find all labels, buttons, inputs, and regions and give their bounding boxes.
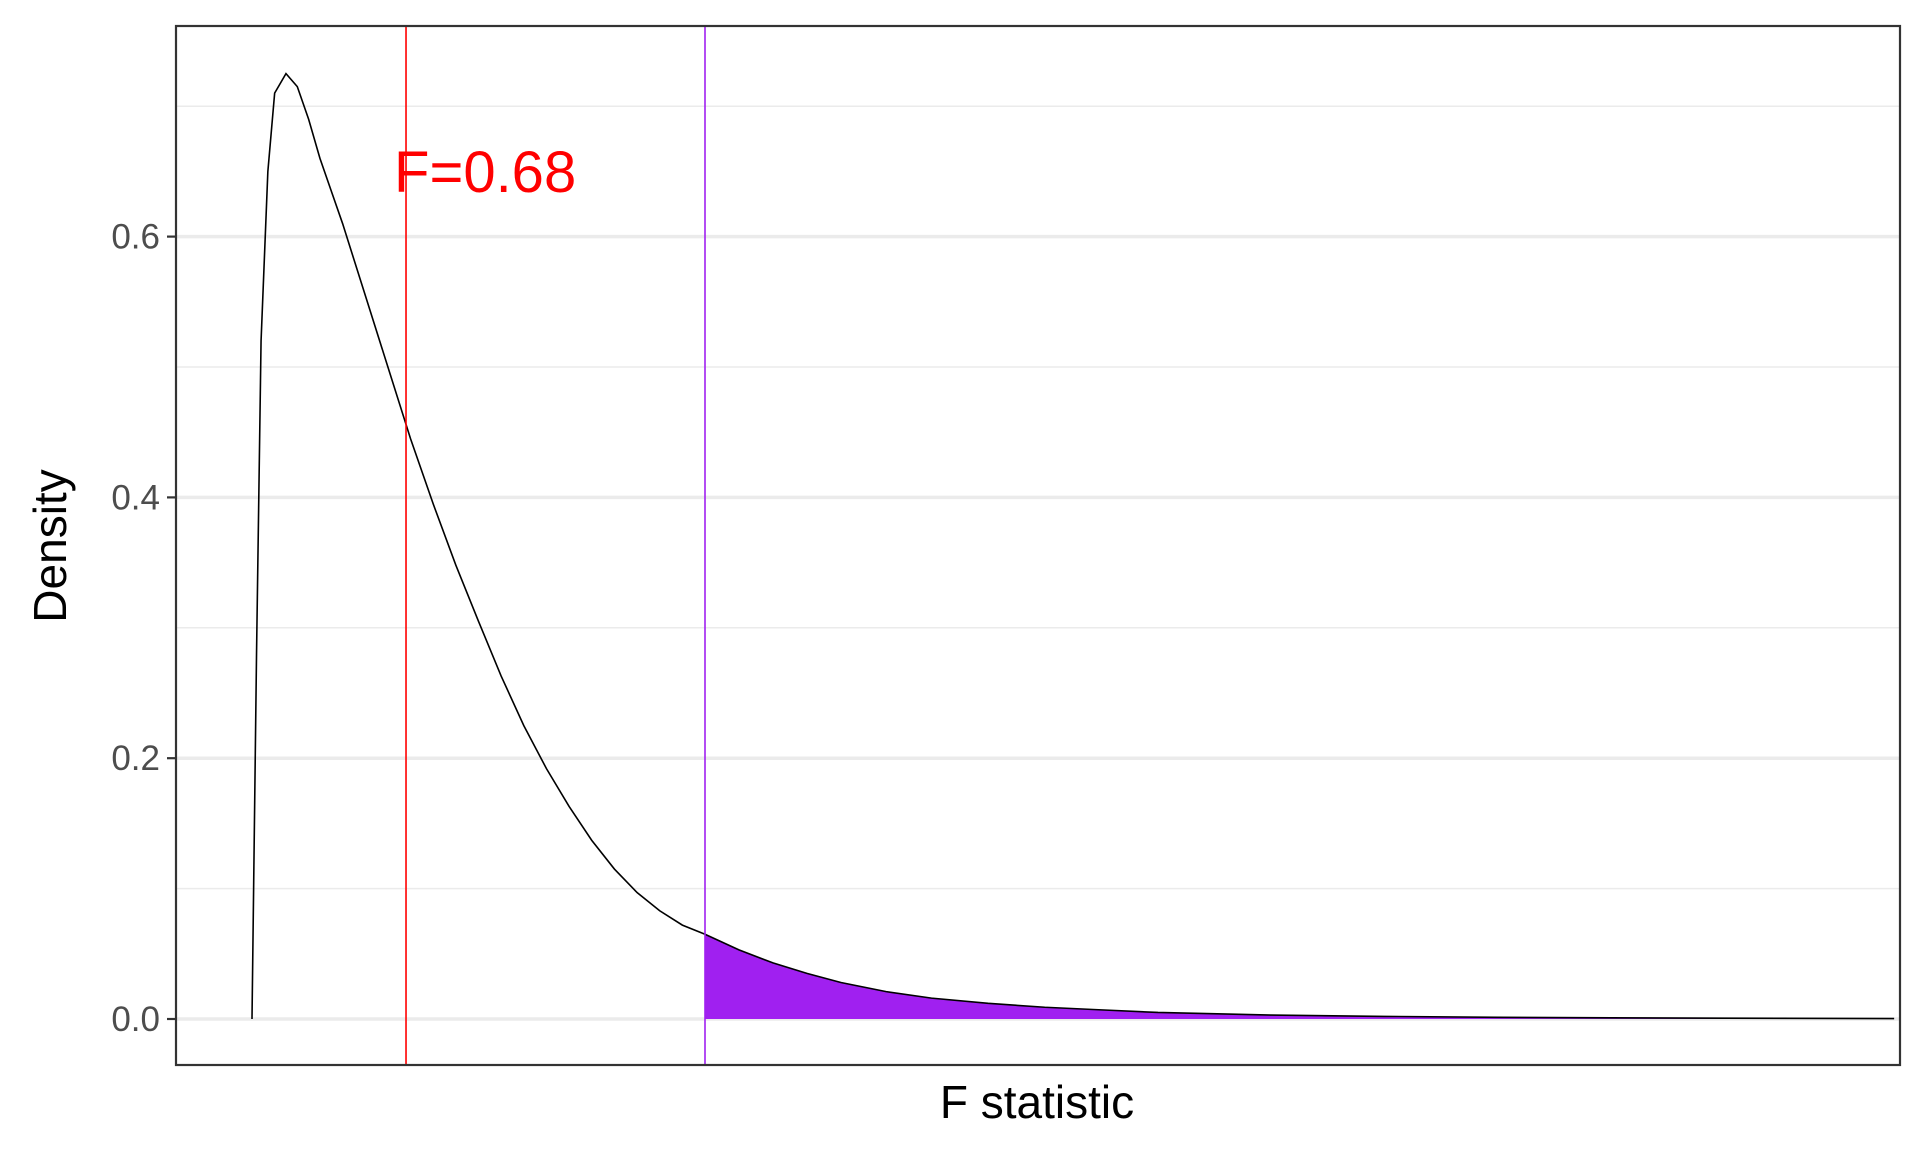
density-curve [251,72,1895,1020]
y-axis-title: Density [24,469,76,622]
data-layer: F=0.68 [251,26,1895,1065]
shaded-tail-area [705,934,1895,1019]
x-axis-title: F statistic [940,1076,1134,1128]
axis-layer: 0.0 0.2 0.4 0.6 [111,24,1902,1067]
y-tick-label: 0.4 [111,478,160,517]
f-value-annotation: F=0.68 [394,140,576,205]
y-tick-label: 0.2 [111,739,160,778]
y-tick-label: 0.6 [111,218,160,257]
panel-border [174,24,1902,1067]
y-tick-label: 0.0 [111,1000,160,1039]
